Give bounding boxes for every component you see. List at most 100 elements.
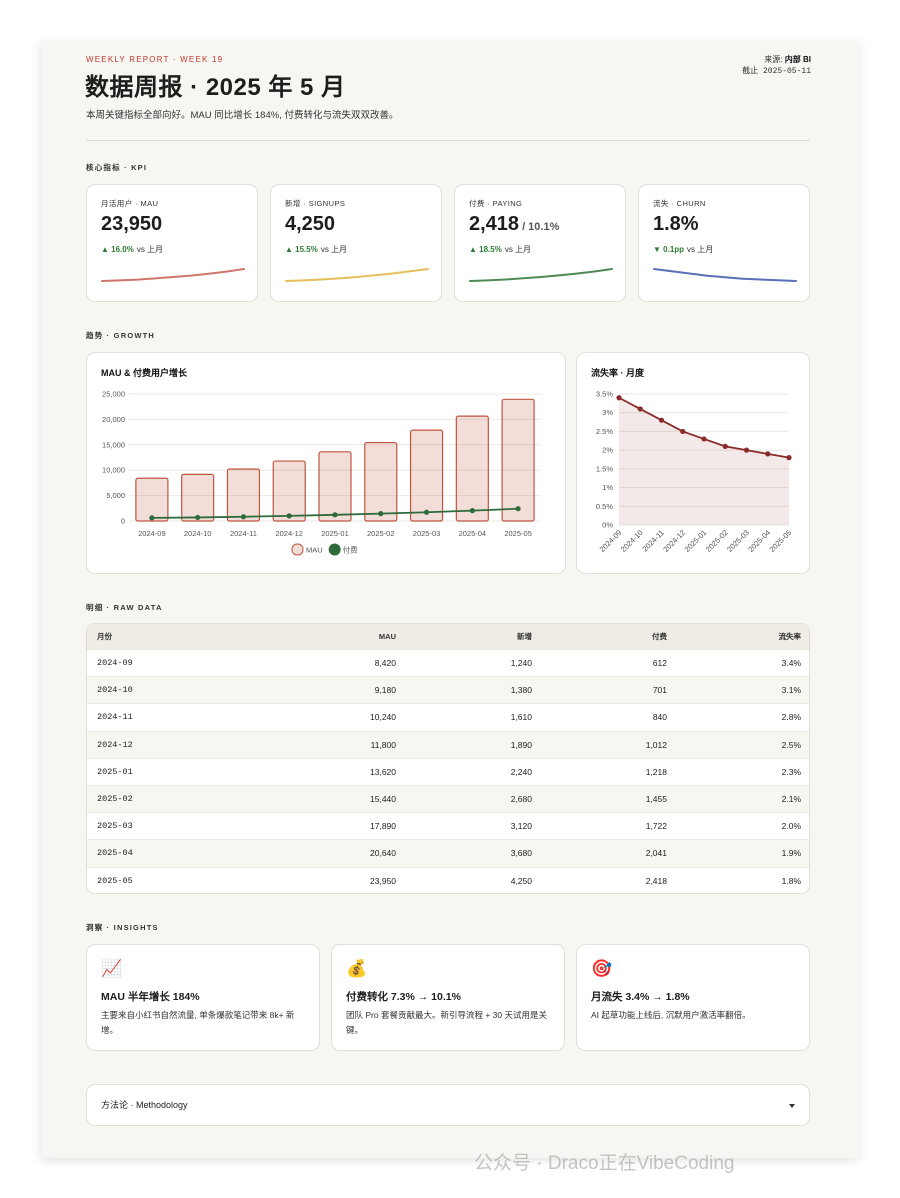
- table-cell: 2.3%: [781, 766, 801, 777]
- table-cell: 23,950: [370, 875, 396, 886]
- bar-chart: MAU & 付费用户增长 0 5,000 10,000 15,000 20,000 25,0…: [101, 367, 541, 556]
- table-cell: 2025-04: [97, 848, 133, 859]
- section-title: 核心指标 · KPI: [86, 163, 148, 172]
- methodology[interactable]: 方法论 · Methodology: [86, 1084, 810, 1126]
- table-cell: 1,218: [645, 766, 667, 777]
- kpi-card: 新增 · SIGNUPS 4,250 ▲ 15.5% vs 上月: [270, 184, 442, 302]
- insight-icon: 💰: [346, 959, 368, 978]
- table-row: 2025-04 20,640 3,680 2,041 1.9%: [87, 839, 809, 867]
- y-tick-label: 20,000: [102, 415, 125, 424]
- chart-title: MAU & 付费用户增长: [101, 367, 188, 378]
- table-cell: 1,890: [510, 739, 532, 750]
- table-cell: 1,722: [645, 821, 667, 832]
- table-cell: 2024-09: [97, 658, 133, 669]
- table-cell: 11,800: [370, 739, 396, 750]
- x-tick-label: 2025-02: [367, 529, 395, 538]
- kpi-label: 新增 · SIGNUPS: [285, 199, 346, 208]
- date-line: 截止 2025-05-11: [742, 66, 811, 78]
- table-cell: 1,610: [510, 712, 532, 723]
- kpi-value: 23,950: [101, 213, 163, 235]
- table-cell: 2.8%: [781, 712, 801, 723]
- point: [616, 395, 622, 401]
- table-cell: 1,455: [645, 794, 667, 805]
- y-tick-label: 3%: [602, 408, 613, 417]
- sparkline: [469, 268, 613, 282]
- bar: [181, 473, 215, 522]
- kpi-sub: / 10.1%: [522, 221, 560, 233]
- report-sheet: WEEKLY REPORT · WEEK 19 数据周报 · 2025 年 5 …: [41, 41, 859, 1158]
- table-cell: 1,380: [510, 685, 532, 696]
- y-tick-label: 1.5%: [596, 464, 613, 473]
- table-cell: 1.9%: [781, 848, 801, 859]
- table-cell: 17,890: [370, 821, 396, 832]
- section-title: 趋势 · GROWTH: [86, 331, 156, 340]
- table-row: 2025-01 13,620 2,240 1,218 2.3%: [87, 757, 809, 785]
- table-cell: 2025-03: [97, 821, 133, 832]
- methodology-toggle[interactable]: 方法论 · Methodology: [87, 1085, 809, 1125]
- x-tick-label: 2024-12: [275, 529, 303, 538]
- data-table: 月份 MAU 新增 付费 流失率 2024-09 8,420 1,240 612 3.4% 2024…: [86, 623, 810, 894]
- table-cell: 2025-05: [97, 875, 133, 886]
- divider: [86, 140, 810, 141]
- x-tick-label: 2024-09: [138, 529, 166, 538]
- table-row: 2024-12 11,800 1,890 1,012 2.5%: [87, 730, 809, 758]
- kpi-card: 月活用户 · MAU 23,950 ▲ 16.0% vs 上月: [86, 184, 258, 302]
- x-tick-label: 2025-03: [725, 528, 751, 554]
- table-cell: 2025-01: [97, 766, 133, 777]
- y-tick-label: 5,000: [106, 491, 125, 500]
- legend-swatch: [328, 543, 341, 556]
- bar: [409, 429, 444, 522]
- table-cell: 840: [652, 712, 667, 723]
- y-tick-label: 2.5%: [596, 427, 613, 436]
- bar: [501, 398, 535, 522]
- x-tick-label: 2024-09: [598, 528, 624, 554]
- kpi-label: 付费 · PAYING: [469, 199, 523, 208]
- table-cell: 15,440: [370, 794, 396, 805]
- table-row: 2025-05 23,950 4,250 2,418 1.8%: [87, 866, 809, 894]
- insight-text: 团队 Pro 套餐贡献最大。新引导流程 + 30 天试用是关键。: [346, 1010, 547, 1035]
- table-cell: 4,250: [510, 875, 532, 886]
- column-header: 付费: [652, 632, 667, 641]
- table-cell: 2024-12: [97, 739, 133, 750]
- source-label: 来源:: [764, 55, 783, 64]
- point: [286, 513, 292, 519]
- table-cell: 2024-10: [97, 685, 133, 696]
- section-title: 明细 · RAW DATA: [86, 603, 163, 612]
- x-tick-label: 2024-12: [661, 528, 687, 554]
- point: [378, 511, 384, 517]
- sparkline: [285, 268, 429, 282]
- table-cell: 3,120: [510, 821, 532, 832]
- kpi-change: ▲ 15.5%: [285, 245, 318, 254]
- y-tick-label: 0%: [602, 521, 613, 530]
- bar: [318, 451, 352, 522]
- bar: [226, 468, 261, 522]
- kpi-card: 流失 · CHURN 1.8% ▼ 0.1pp vs 上月: [638, 184, 810, 302]
- kpi-change-row: ▲ 16.0% vs 上月: [101, 244, 163, 255]
- column-header: 新增: [517, 632, 532, 641]
- x-tick-label: 2024-10: [184, 529, 212, 538]
- x-tick-label: 2025-04: [459, 529, 487, 538]
- point: [658, 417, 665, 423]
- table-cell: 10,240: [370, 712, 396, 723]
- kpi-label: 流失 · CHURN: [653, 199, 706, 208]
- insight-title: 付费转化 7.3% → 10.1%: [346, 991, 461, 1003]
- y-tick-label: 15,000: [102, 440, 125, 449]
- kpi-value-row: 23,950: [101, 213, 162, 236]
- table-row: 2025-02 15,440 2,680 1,455 2.1%: [87, 784, 809, 813]
- point: [743, 447, 750, 453]
- table-cell: 2.0%: [781, 821, 801, 832]
- table-cell: 612: [652, 658, 667, 669]
- insight-icon: 🎯: [591, 959, 613, 978]
- table-cell: 2,418: [645, 875, 667, 886]
- insight-text: AI 起草功能上线后, 沉默用户激活率翻倍。: [591, 1010, 751, 1020]
- table-cell: 2024-11: [97, 712, 133, 723]
- table-cell: 1.8%: [781, 875, 801, 886]
- chart-card: MAU & 付费用户增长 0 5,000 10,000 15,000 20,000 25,0…: [86, 352, 566, 574]
- watermark: 公众号 · Draco正在VibeCoding: [474, 1153, 735, 1174]
- x-tick-label: 2025-01: [683, 528, 709, 554]
- date-label: 截止: [742, 67, 759, 76]
- report-subtitle: 本周关键指标全部向好。MAU 同比增长 184%, 付费转化与流失双双改善。: [86, 110, 399, 121]
- insight-title: MAU 半年增长 184%: [101, 991, 200, 1003]
- sparkline-line: [653, 268, 797, 282]
- table-cell: 3,680: [510, 848, 532, 859]
